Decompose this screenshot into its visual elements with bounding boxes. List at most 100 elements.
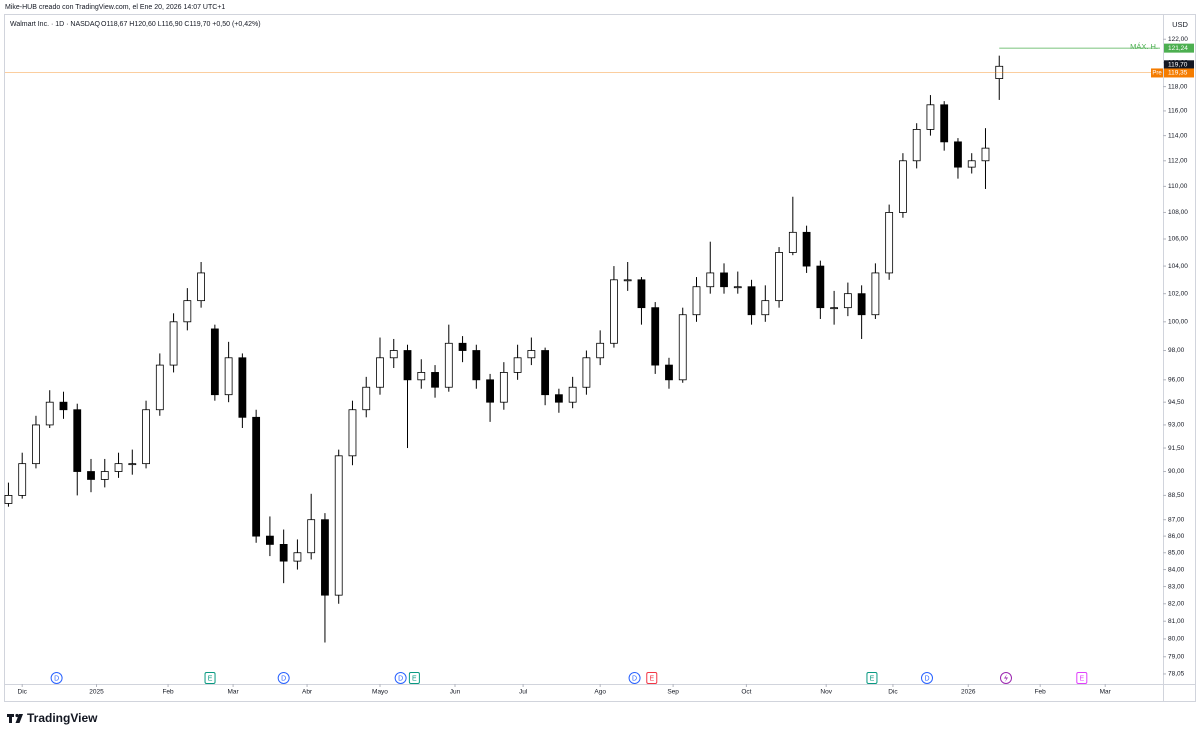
candle-body [596,342,605,359]
candle-body [32,424,40,465]
candle-body [155,364,164,411]
candle-body [954,141,962,168]
candle-body [114,463,123,472]
price-badge-label: 119,35 [1168,70,1188,77]
y-tick-label: 90,00 [1168,468,1185,475]
x-tick-label: Nov [820,689,832,696]
y-tick-label: 98,00 [1168,347,1185,354]
candle-body [431,372,439,388]
candle-body [266,535,274,545]
x-tick-label: Mar [1100,689,1112,696]
y-tick-label: 93,00 [1168,422,1185,429]
candle-body [761,300,770,316]
candle-body [444,342,453,388]
y-tick-label: 94,50 [1168,399,1185,406]
x-tick-label: Dic [18,689,28,696]
candle-body [142,409,150,465]
candle-body [183,300,192,323]
y-tick-label: 104,00 [1168,263,1188,270]
candle-body [678,314,687,381]
candle-body [169,321,178,366]
candle-body [651,307,660,366]
candle-body [389,350,398,359]
candle-body [73,409,82,472]
y-tick-label: 102,00 [1168,290,1188,297]
candle-body [610,279,618,344]
candle-body [513,357,522,373]
logo-mark [9,714,12,723]
y-tick-label: 84,00 [1168,566,1185,573]
candle-body [252,416,261,537]
candle-body [100,471,109,480]
x-tick-label: Mayo [372,689,388,696]
logo-mark [15,714,23,723]
candle-body [857,293,866,316]
event-badge [277,672,290,684]
event-label: D [281,675,286,682]
page-title: Mike-HUB creado con TradingView.com, el … [5,4,225,11]
price-badge-label: 119,70 [1168,62,1188,69]
candle-body [885,212,894,274]
candle-body [967,160,976,168]
candle-body [210,328,219,396]
y-tick-label: 116,00 [1168,108,1188,115]
y-tick-label: 100,00 [1168,319,1188,326]
candle-body [926,104,935,130]
candle-body [843,293,852,309]
premarket-tag [1151,68,1163,78]
y-tick-label: 108,00 [1168,209,1188,216]
split-marker [1000,672,1012,684]
y-tick-label: 83,00 [1168,583,1185,590]
y-tick-label: 110,00 [1168,183,1188,190]
y-tick-label: 87,00 [1168,516,1185,523]
candle-body [706,272,715,288]
x-tick-label: Feb [162,689,174,696]
x-tick-label: Feb [1035,689,1047,696]
y-tick-label: 85,00 [1168,549,1185,556]
price-badge [1164,68,1194,78]
y-tick-label: 114,00 [1168,132,1188,139]
candle-body [293,552,302,562]
candle-body [568,386,577,403]
event-badge [646,672,658,684]
candle-body [637,279,646,309]
x-tick-label: Abr [302,689,313,696]
event-badge [920,672,933,684]
y-tick-label: 96,00 [1168,377,1185,384]
candle-body [87,471,95,480]
x-tick-label: Jul [519,689,528,696]
event-label: D [398,675,403,682]
candle-body [486,379,494,403]
y-tick-label: 86,00 [1168,533,1185,540]
candle-body [775,252,783,302]
event-label: D [632,675,637,682]
event-badge [204,672,216,684]
y-tick-label: 118,00 [1168,83,1188,90]
event-label: E [870,675,875,682]
y-tick-label: 112,00 [1168,157,1188,164]
candle-body [582,357,591,388]
candle-body [348,409,357,457]
x-tick-label: Sep [667,689,679,696]
event-badge [394,672,407,684]
candle-body [899,160,907,213]
candle-body [59,401,68,411]
event-label: E [1079,675,1084,682]
price-badge [1164,43,1194,53]
y-tick-label: 79,00 [1168,653,1185,660]
premarket-name: Pre [1152,71,1162,77]
brand: TradingView [27,711,98,725]
candle-body [18,463,27,496]
candle-body [224,357,233,396]
candle-body [362,386,371,411]
ohlc: O118,67 H120,60 L116,90 C119,70 +0,50 (+… [101,21,261,28]
x-tick-label: 2025 [89,689,104,696]
candle-body [4,495,13,504]
candle-body [623,279,632,282]
candle-body [472,350,481,381]
event-badge [408,672,420,684]
high-line-label: MÁX. H. [1130,42,1158,51]
candle-body [871,272,880,316]
